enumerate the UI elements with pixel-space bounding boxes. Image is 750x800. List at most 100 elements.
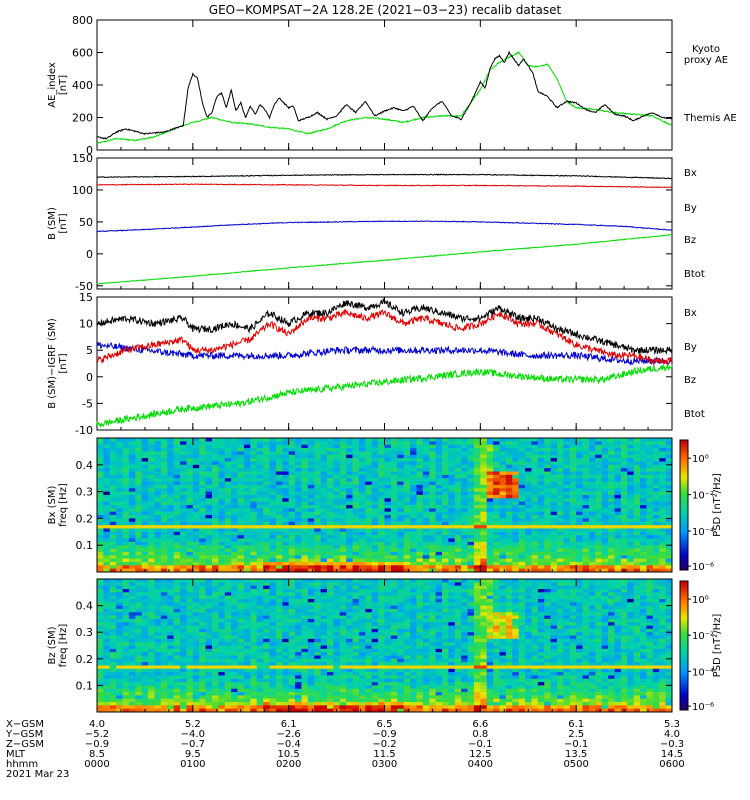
spectrogram-cell [371,481,379,486]
legend-themis-ae: Themis AE [683,113,737,124]
spectrogram-cell [243,501,251,506]
spectrogram-cell [665,541,673,546]
spectrogram-cell [237,705,245,710]
spectrogram-cell [180,588,187,593]
spectrogram-cell [435,448,443,452]
spectrogram-cell [505,531,513,536]
spectrogram-cell [365,545,373,549]
spectrogram-cell [295,508,302,513]
spectrogram-cell [237,531,245,536]
spectrogram-cell [371,508,379,513]
spectrogram-cell [269,511,277,516]
spectrogram-cell [422,458,430,462]
spectrogram-cell [390,488,398,492]
spectrogram-cell [435,444,443,449]
spectrogram-cell [531,518,539,523]
spectrogram-cell [461,478,468,482]
spectrogram-cell [550,525,558,529]
spectrogram-cell [582,461,590,466]
spectrogram-cell [435,498,443,503]
spectrogram-cell [627,481,635,486]
spectrogram-cell [116,592,123,597]
spectrogram-cell [320,458,328,462]
spectrogram-cell [237,468,245,472]
spectrogram-cell [237,695,245,700]
spectrogram-cell [263,558,270,563]
spectrogram-cell [180,484,187,489]
spectrogram-cell [320,565,328,570]
spectrogram-cell [454,565,462,570]
spectrogram-cell [531,474,539,479]
spectrogram-cell [467,515,475,519]
spectrogram-cell [569,531,577,536]
spectrogram-cell [205,438,213,442]
spectrogram-cell [569,451,577,456]
spectrogram-cell [397,568,405,573]
spectrogram-cell [557,545,564,549]
spectrogram-cell [141,438,149,442]
spectrogram-cell [128,655,136,660]
spectrogram-cell [199,481,207,486]
spectrogram-cell [103,645,111,650]
spectrogram-cell [237,685,245,690]
spectrogram-cell [493,494,500,499]
spectrogram-cell [569,535,577,539]
spectrogram-cell [263,662,270,666]
spectrogram-cell [665,458,673,462]
spectrogram-cell [173,688,181,693]
spectrogram-cell [256,692,264,696]
spectrogram-cell [160,582,168,587]
spectrogram-cell [627,528,635,533]
spectrogram-cell [192,652,200,656]
spectrogram-cell [109,568,117,573]
spectrogram-cell [531,471,539,476]
spectrogram-cell [665,484,673,489]
spectrogram-cell [493,438,500,442]
spectrogram-cell [186,708,194,713]
spectrogram-cell [263,625,270,630]
spectrogram-cell [167,632,175,636]
spectrogram-cell [269,568,277,573]
spectrogram-cell [461,535,468,539]
colorbar-step [680,548,688,551]
spectrogram-cell [154,501,162,506]
y-tick-label: 0.4 [76,459,94,472]
spectrogram-cell [250,588,258,593]
spectrogram-cell [122,565,130,570]
spectrogram-cell [192,468,200,472]
spectrogram-cell [378,498,385,503]
spectrogram-cell [116,632,123,636]
spectrogram-cell [486,464,494,469]
spectrogram-cell [224,672,232,676]
spectrogram-cell [167,688,175,693]
spectrogram-cell [173,508,181,513]
spectrogram-cell [256,454,264,459]
spectrogram-cell [167,531,175,536]
spectrogram-cell [518,474,526,479]
spectrogram-cell [512,474,520,479]
spectrogram-cell [620,551,628,556]
spectrogram-cell [231,555,238,559]
spectrogram-cell [512,531,520,536]
spectrogram-cell [442,511,449,516]
spectrogram-cell [212,628,219,633]
spectrogram-cell [390,525,398,529]
spectrogram-cell [243,505,251,509]
spectrogram-cell [218,444,226,449]
spectrogram-cell [160,685,168,690]
spectrogram-cell [473,545,481,549]
spectrogram-cell [493,488,500,492]
spectrogram-cell [620,488,628,492]
spectrogram-cell [544,568,552,573]
spectrogram-cell [448,478,456,482]
spectrogram-cell [224,592,232,597]
spectrogram-cell [461,451,468,456]
spectrogram-cell [614,528,622,533]
spectrogram-cell [397,558,405,563]
spectrogram-cell [250,531,258,536]
spectrogram-cell [212,541,219,546]
spectrogram-cell [416,491,424,496]
spectrogram-cell [128,628,136,633]
spectrogram-cell [416,451,424,456]
spectrogram-cell [390,511,398,516]
